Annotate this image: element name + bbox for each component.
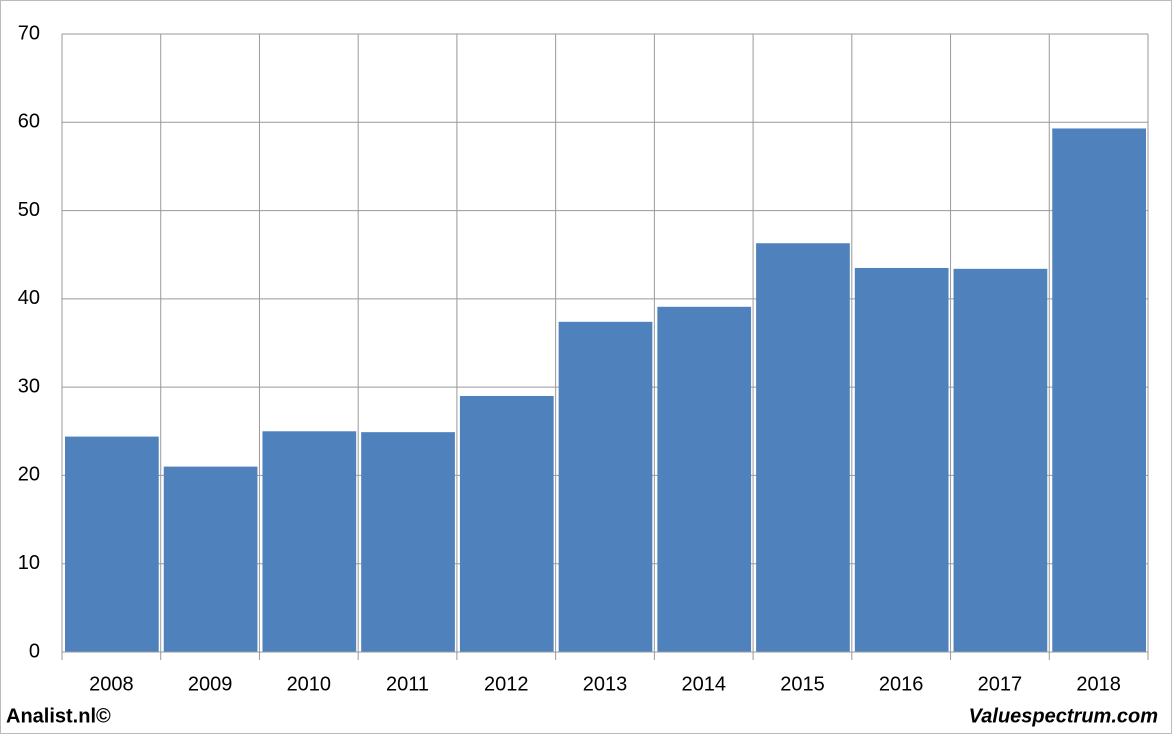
bar xyxy=(854,267,949,652)
x-tick-label: 2010 xyxy=(287,673,332,695)
x-tick-label: 2011 xyxy=(386,673,429,695)
x-tick-label: 2016 xyxy=(879,673,924,695)
x-tick-label: 2013 xyxy=(583,673,628,695)
bar xyxy=(163,466,258,652)
bar xyxy=(756,243,850,653)
y-tick-label: 10 xyxy=(18,552,40,574)
y-tick-label: 60 xyxy=(18,111,40,133)
x-tick-label: 2008 xyxy=(89,673,134,695)
bar xyxy=(459,395,554,652)
bar xyxy=(657,306,752,652)
bar xyxy=(953,268,1048,652)
bar xyxy=(262,431,357,652)
y-tick-label: 50 xyxy=(18,199,40,221)
bar xyxy=(361,432,455,652)
y-tick-label: 0 xyxy=(29,640,40,662)
footer-left: Analist.nl© xyxy=(6,705,111,727)
x-tick-label: 2017 xyxy=(978,673,1023,695)
x-tick-label: 2015 xyxy=(780,673,825,695)
y-tick-label: 20 xyxy=(18,464,40,486)
x-tick-label: 2014 xyxy=(681,673,726,695)
x-tick-label: 2009 xyxy=(188,673,233,695)
y-tick-label: 40 xyxy=(18,287,40,309)
bar xyxy=(65,436,159,652)
bar xyxy=(558,321,653,652)
y-tick-label: 70 xyxy=(18,22,40,44)
y-tick-label: 30 xyxy=(18,375,40,397)
x-tick-label: 2018 xyxy=(1076,673,1121,695)
x-tick-label: 2012 xyxy=(484,673,529,695)
bar xyxy=(1052,128,1146,653)
footer-right: Valuespectrum.com xyxy=(969,705,1158,727)
